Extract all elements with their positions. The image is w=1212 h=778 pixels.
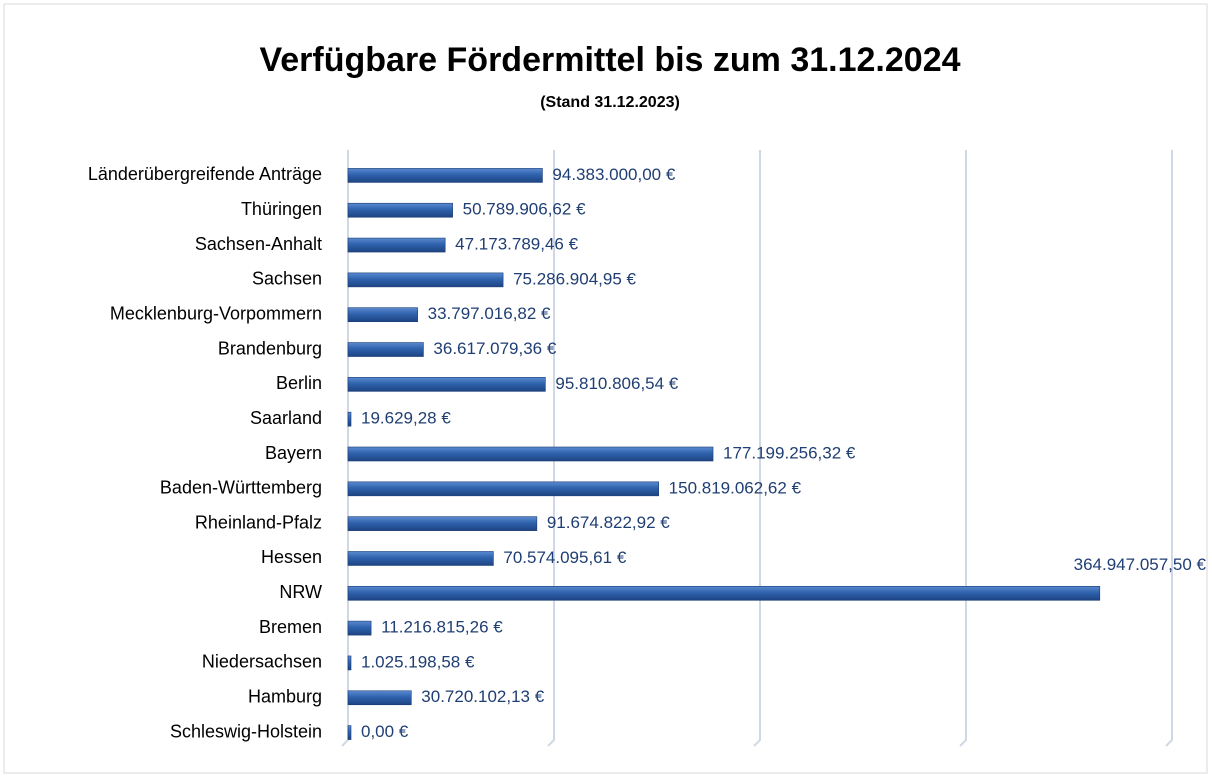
data-label: 150.819.062,62 €: [669, 478, 802, 497]
y-tick-label: Bremen: [259, 617, 322, 637]
y-tick-label: Schleswig-Holstein: [170, 721, 322, 741]
bar: [347, 620, 372, 636]
bar: [347, 690, 412, 706]
y-tick-label: Rheinland-Pfalz: [195, 512, 322, 532]
data-label: 30.720.102,13 €: [421, 687, 544, 706]
y-tick-label: Länderübergreifende Anträge: [88, 164, 322, 184]
bar: [347, 551, 494, 566]
bar: [347, 342, 424, 357]
bar: [347, 237, 446, 253]
data-label: 70.574.095,61 €: [503, 548, 626, 567]
data-label: 177.199.256,32 €: [723, 443, 856, 462]
data-label: 0,00 €: [361, 722, 409, 741]
data-label: 364.947.057,50 €: [1074, 555, 1207, 574]
y-tick-label: Sachsen-Anhalt: [195, 234, 322, 254]
bar: [347, 516, 538, 531]
data-label: 94.383.000,00 €: [552, 165, 675, 184]
bar: [347, 202, 453, 218]
y-tick-label: Brandenburg: [218, 338, 322, 358]
grid-line: [959, 150, 967, 747]
bar: [347, 655, 352, 671]
chart-subtitle: (Stand 31.12.2023): [540, 94, 680, 111]
y-tick-label: Baden-Württemberg: [160, 478, 322, 498]
y-tick-label: Niedersachsen: [202, 652, 322, 672]
data-label: 19.629,28 €: [361, 409, 451, 428]
y-tick-label: Thüringen: [241, 199, 322, 219]
data-label: 91.674.822,92 €: [547, 513, 670, 532]
data-label: 50.789.906,62 €: [463, 200, 586, 219]
y-tick-label: Hessen: [261, 547, 322, 567]
bar: [347, 446, 714, 462]
grid-line: [547, 150, 555, 747]
bar: [347, 168, 543, 183]
bar: [347, 307, 418, 323]
data-label: 47.173.789,46 €: [455, 235, 578, 254]
data-label: 75.286.904,95 €: [513, 269, 636, 288]
data-label: 11.216.815,26 €: [381, 618, 503, 637]
y-tick-label: Saarland: [250, 408, 322, 428]
bar: [347, 272, 504, 288]
y-tick-label: Bayern: [265, 443, 322, 463]
y-tick-label: Sachsen: [252, 269, 322, 289]
y-tick-label: NRW: [279, 582, 322, 602]
grid-line: [1165, 150, 1173, 747]
y-tick-label: Mecklenburg-Vorpommern: [110, 303, 322, 323]
bar: [347, 725, 352, 740]
bar: [347, 481, 659, 497]
data-label: 33.797.016,82 €: [428, 304, 551, 323]
y-tick-label: Hamburg: [248, 687, 322, 707]
data-label: 95.810.806,54 €: [555, 374, 678, 393]
bar: [347, 377, 546, 392]
grid-line: [753, 150, 761, 747]
data-label: 36.617.079,36 €: [433, 339, 556, 358]
y-tick-label: Berlin: [276, 373, 322, 393]
bar: [347, 585, 1101, 601]
bar: [347, 411, 352, 427]
chart-title: Verfügbare Fördermittel bis zum 31.12.20…: [259, 41, 960, 79]
chart-frame: [3, 3, 1208, 774]
data-label: 1.025.198,58 €: [361, 652, 475, 671]
